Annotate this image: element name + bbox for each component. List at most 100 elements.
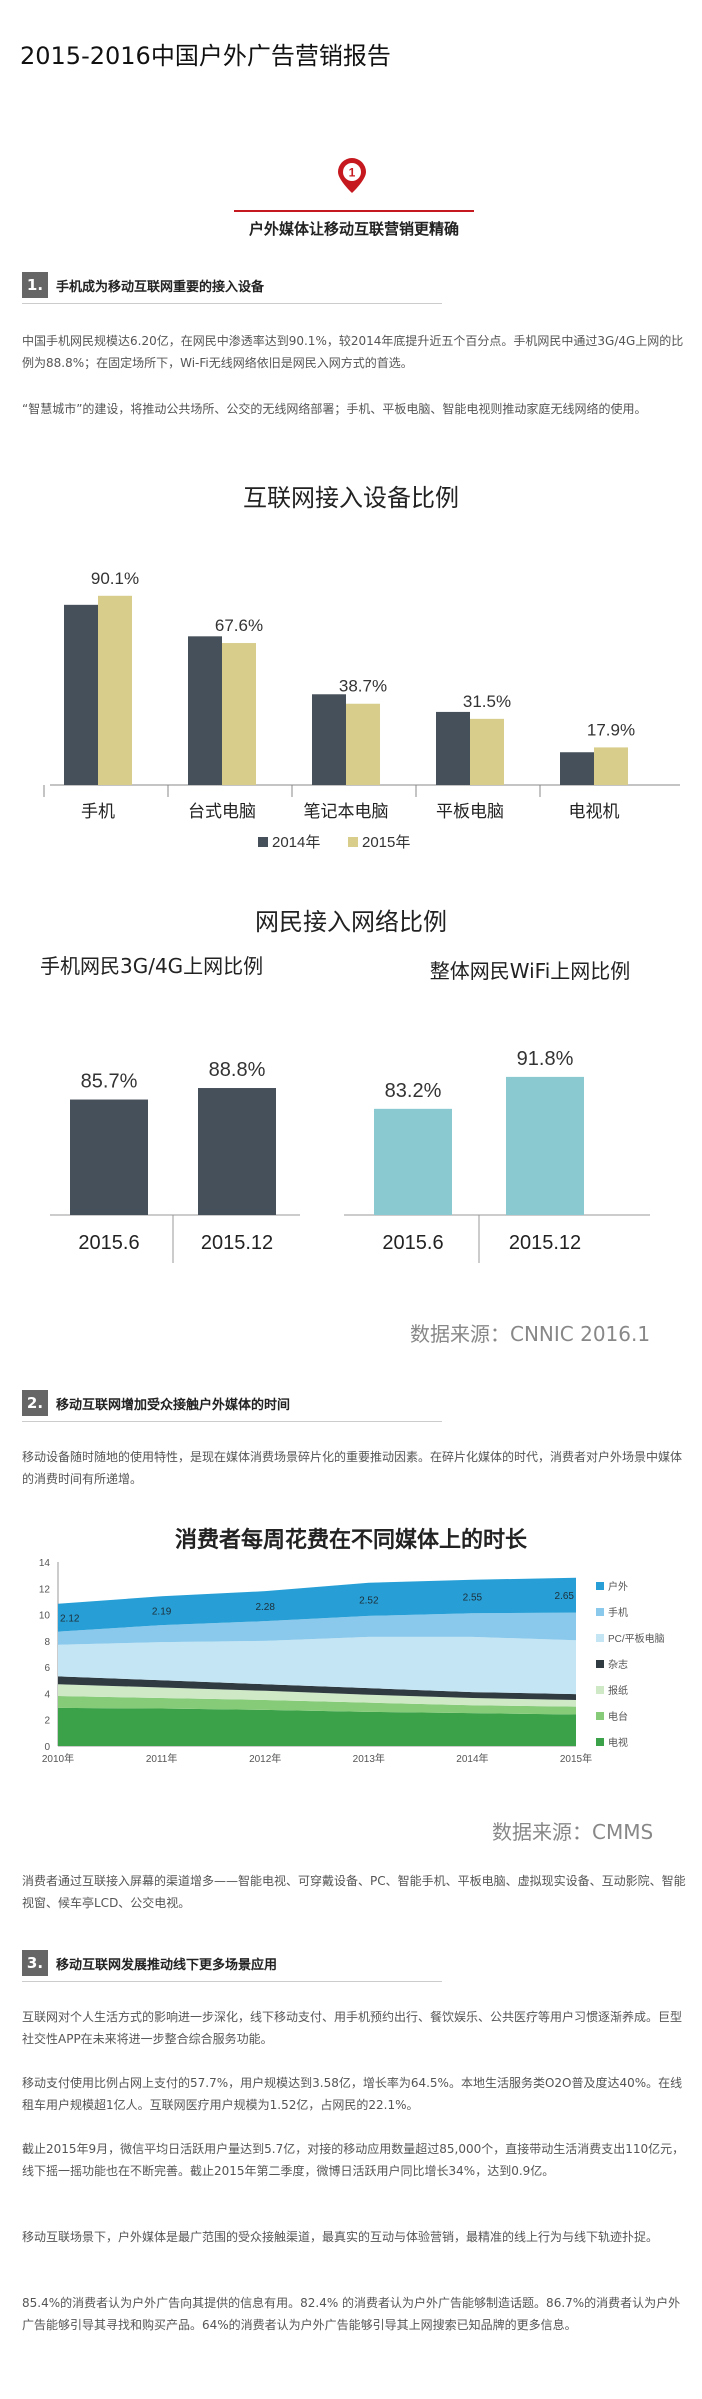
paragraph: 移动支付使用比例占网上支付的57.7%，用户规模达到3.58亿，增长率为64.5… [22,2076,683,2112]
paragraph: 互联网对个人生活方式的影响进一步深化，线下移动支付、用手机预约出行、餐饮娱乐、公… [22,2010,683,2046]
data-label: 67.6% [215,616,263,635]
legend-swatch [596,1712,604,1720]
area-杂志 [58,1676,576,1700]
paragraph: 中国手机网民规模达6.20亿，在网民中渗透率达到90.1%，较2014年底提升近… [22,334,684,370]
y-tick-label: 0 [44,1742,50,1753]
chart-title: 互联网接入设备比例 [243,484,459,512]
legend-label: 户外 [608,1580,628,1593]
paragraph: 85.4%的消费者认为户外广告向其提供的信息有用。82.4% 的消费者认为户外广… [22,2296,681,2332]
paragraph: 移动互联场景下，户外媒体是最广范围的受众接触渠道，最真实的互动与体验营销，最精准… [22,2230,659,2244]
section-3-heading: 3. 移动互联网发展推动线下更多场景应用 [22,1950,680,1982]
legend-label: 杂志 [608,1658,628,1671]
section-number: 1. [22,272,48,298]
tick-label: 笔记本电脑 [304,802,389,821]
data-label: 2.19 [152,1607,172,1618]
bar-2015年 [470,718,504,785]
chart-subtitle: 手机网民3G/4G上网比例 [40,954,264,978]
bar [506,1076,584,1215]
tick-label: 2015.12 [201,1232,273,1254]
bar-2015年 [98,595,132,785]
network-access-chart: 85.7% 2015.6 88.8% 2015.12 83.2% 2015.6 91.8% 2… [50,1048,650,1263]
y-tick-label: 2 [44,1716,50,1727]
data-label: 91.8% [517,1048,574,1070]
location-pin-icon: 1 [338,158,366,193]
paragraph: 截止2015年9月，微信平均日活跃用户量达到5.7亿，对接的移动应用数量超过85… [22,2142,685,2178]
data-label: 90.1% [91,569,139,588]
section-title: 手机成为移动互联网重要的接入设备 [56,280,265,295]
legend-swatch [348,837,358,847]
legend-swatch [596,1686,604,1694]
bar-2014年 [64,604,98,785]
data-label: 2.52 [359,1595,379,1606]
area-电视 [58,1707,576,1746]
area-户外 [58,1577,576,1632]
data-label: 38.7% [339,677,387,696]
paragraph: 移动设备随时随地的使用特性，是现在媒体消费场景碎片化的重要推动因素。在碎片化媒体… [22,1450,683,1486]
chart-subtitle: 整体网民WiFi上网比例 [429,959,631,983]
tick-label: 平板电脑 [436,802,504,821]
data-source: 数据来源：CNNIC 2016.1 [410,1322,651,1346]
chart-title: 网民接入网络比例 [255,908,447,936]
tick-label: 电视机 [569,802,620,821]
data-label: 83.2% [385,1080,442,1102]
legend-swatch [596,1582,604,1590]
tick-label: 手机 [81,802,115,821]
bar [70,1099,148,1215]
media-time-chart: 0 2 4 6 8 10 12 14 2010年 2011年 2012年 2013年 2014年 2015… [39,1558,665,1765]
tick-label: 2015.12 [509,1232,581,1254]
tick-label: 2015.6 [382,1232,443,1254]
bar-2014年 [560,752,594,785]
legend-label: 2014年 [272,834,320,851]
x-tick-label: 2013年 [353,1752,385,1765]
y-tick-label: 6 [44,1663,50,1674]
y-tick-label: 10 [39,1611,51,1622]
data-label: 2.28 [255,1602,275,1613]
section-number: 3. [22,1950,48,1976]
y-tick-label: 8 [44,1637,50,1648]
y-tick-label: 14 [39,1558,51,1569]
paragraph: “智慧城市”的建设，将推动公共场所、公交的无线网络部署；手机、平板电脑、智能电视… [22,402,647,416]
section-title: 移动互联网发展推动线下更多场景应用 [56,1958,278,1973]
legend-swatch [596,1660,604,1668]
chapter-divider [234,210,474,212]
bar [374,1108,452,1215]
data-label: 2.65 [555,1591,575,1602]
divider [22,303,442,304]
legend-label: 电视 [608,1736,628,1749]
section-1-heading: 1. 手机成为移动互联网重要的接入设备 [22,272,680,304]
y-tick-label: 4 [44,1689,50,1700]
bar-2015年 [222,643,256,785]
area-电台 [58,1696,576,1715]
legend-label: 报纸 [608,1684,628,1697]
legend-label: 手机 [608,1606,628,1619]
legend-swatch [596,1738,604,1746]
area-手机 [58,1612,576,1645]
divider [22,1421,442,1422]
bar-2014年 [436,711,470,785]
legend-label: 电台 [608,1710,628,1723]
bar-2015年 [594,747,628,785]
data-label: 31.5% [463,692,511,711]
bar [198,1088,276,1215]
legend-label: 2015年 [362,834,410,851]
legend-swatch [596,1634,604,1642]
chart-title: 消费者每周花费在不同媒体上的时长 [174,1528,527,1553]
section-2-heading: 2. 移动互联网增加受众接触户外媒体的时间 [22,1390,680,1422]
area-PC/平板电脑 [58,1636,576,1695]
x-tick-label: 2014年 [456,1752,488,1765]
section-title: 移动互联网增加受众接触户外媒体的时间 [56,1398,291,1413]
data-source: 数据来源：CMMS [492,1820,654,1844]
bar-2015年 [346,703,380,785]
divider [22,1981,442,1982]
data-label: 17.9% [587,720,635,739]
y-tick-label: 12 [39,1584,51,1595]
chapter-title: 户外媒体让移动互联营销更精确 [248,220,459,238]
legend-label: PC/平板电脑 [608,1632,665,1645]
x-tick-label: 2012年 [249,1752,281,1765]
tick-label: 2015.6 [78,1232,139,1254]
legend-swatch [596,1608,604,1616]
x-tick-label: 2015年 [560,1752,592,1765]
legend-swatch [258,837,268,847]
data-label: 2.55 [463,1593,483,1604]
device-access-chart: 90.1% 手机 67.6% 台式电脑 38.7% 笔记本电脑 31.5% 平板电脑 17.9%… [43,569,680,851]
